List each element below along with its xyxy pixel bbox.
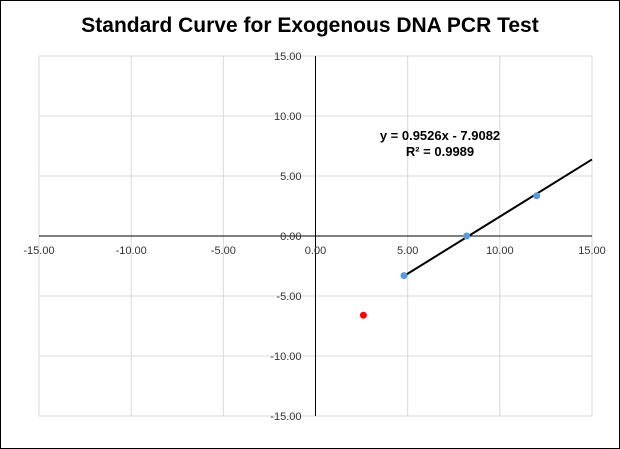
data-point-s0-2 [533,192,541,200]
y-tick-labels: 15.00 10.00 5.00 0.00 -5.00 -10.00 -15.00 [270,51,301,423]
trendline-r-squared: R² = 0.9989 [406,144,474,159]
x-tick-label-3: 0.00 [305,245,326,257]
y-tick-label-6: -15.00 [270,411,301,423]
x-tick-label-0: -15.00 [23,245,54,257]
y-tick-label-5: -10.00 [270,351,301,363]
x-tick-label-4: 5.00 [397,245,418,257]
x-tick-label-2: -5.00 [211,245,236,257]
x-tick-label-6: 15.00 [578,245,606,257]
data-point-s0-0 [400,272,408,280]
trendline-equation: y = 0.9526x - 7.9082 [380,128,500,143]
data-points [359,192,541,319]
data-point-s1-0 [359,311,367,319]
y-tick-label-2: 5.00 [280,171,301,183]
y-tick-label-4: -5.00 [276,291,301,303]
x-tick-label-5: 10.00 [486,245,514,257]
data-point-s0-1 [463,232,471,240]
x-tick-labels: -15.00 -10.00 -5.00 0.00 5.00 10.00 15.00 [23,245,605,257]
chart-title: Standard Curve for Exogenous DNA PCR Tes… [81,14,539,37]
y-tick-label-1: 10.00 [274,111,302,123]
y-tick-label-0: 15.00 [274,51,302,63]
trendline [403,158,593,277]
y-tick-label-3: 0.00 [280,231,301,243]
axes [39,56,592,416]
x-tick-label-1: -10.00 [116,245,147,257]
trendline-group [403,158,593,277]
